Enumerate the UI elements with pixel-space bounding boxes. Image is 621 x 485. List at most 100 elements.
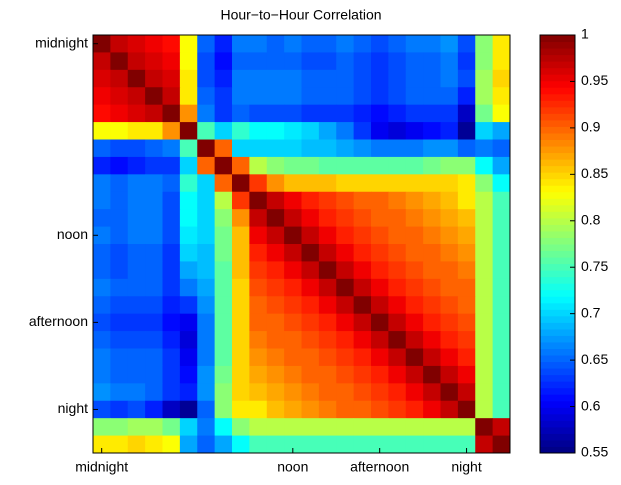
heatmap-cell: [423, 418, 441, 436]
colorbar-tick-label: 0.85: [581, 165, 608, 181]
heatmap-cell: [405, 244, 424, 262]
heatmap-cell: [440, 296, 459, 315]
heatmap-cell: [353, 400, 372, 419]
heatmap-cell: [162, 209, 181, 227]
heatmap-cell: [457, 365, 476, 384]
heatmap-cell: [440, 191, 459, 210]
heatmap-cell: [214, 400, 233, 419]
heatmap-cell: [423, 261, 441, 280]
heatmap-cell: [232, 104, 250, 123]
heatmap-cell: [214, 52, 233, 71]
heatmap-cell: [214, 209, 233, 227]
heatmap-cell: [110, 400, 129, 419]
colorbar-band: [540, 276, 575, 284]
heatmap-cell: [388, 313, 407, 332]
heatmap-cell: [318, 226, 337, 245]
heatmap-cell: [284, 331, 302, 349]
heatmap-cell: [475, 122, 494, 140]
heatmap-cell: [162, 418, 181, 436]
heatmap-cell: [301, 400, 320, 419]
heatmap-cell: [249, 383, 268, 402]
heatmap-cell: [162, 191, 181, 210]
heatmap-cell: [249, 104, 268, 123]
heatmap-cell: [405, 209, 424, 227]
colorbar-band: [540, 283, 575, 291]
heatmap-cell: [110, 52, 129, 71]
heatmap-cell: [492, 174, 511, 193]
heatmap-cell: [423, 139, 441, 158]
heatmap-cell: [162, 156, 181, 175]
heatmap-cell: [93, 209, 111, 227]
colorbar-band: [540, 302, 575, 310]
heatmap-cell: [318, 191, 337, 210]
colorbar-band: [540, 67, 575, 75]
heatmap-cell: [457, 278, 476, 297]
heatmap-cell: [457, 209, 476, 227]
heatmap-cell: [440, 156, 459, 175]
heatmap-cell: [440, 365, 459, 384]
heatmap-cell: [405, 348, 424, 367]
colorbar-band: [540, 315, 575, 323]
heatmap-cell: [336, 87, 355, 106]
heatmap-cell: [301, 261, 320, 280]
heatmap-cell: [318, 174, 337, 193]
heatmap-cell: [214, 226, 233, 245]
heatmap-cell: [405, 418, 424, 436]
heatmap-cell: [423, 69, 441, 88]
heatmap-cell: [371, 261, 389, 280]
heatmap-cell: [318, 209, 337, 227]
heatmap-cell: [197, 69, 216, 88]
heatmap-cell: [336, 400, 355, 419]
colorbar-band: [540, 74, 575, 82]
heatmap-cell: [145, 435, 163, 454]
heatmap-cell: [93, 383, 111, 402]
heatmap-cell: [405, 35, 424, 53]
heatmap-cell: [492, 87, 511, 106]
heatmap-cell: [457, 400, 476, 419]
colorbar-band: [540, 100, 575, 108]
heatmap-cell: [162, 400, 181, 419]
heatmap-cell: [371, 174, 389, 193]
heatmap-cell: [301, 87, 320, 106]
heatmap-cell: [457, 174, 476, 193]
heatmap-cell: [127, 383, 146, 402]
heatmap-cell: [388, 69, 407, 88]
heatmap-cell: [162, 35, 181, 53]
heatmap-cell: [266, 383, 285, 402]
heatmap-cell: [110, 278, 129, 297]
colorbar-band: [540, 230, 575, 238]
heatmap-cell: [301, 104, 320, 123]
heatmap-cell: [301, 365, 320, 384]
heatmap-cell: [110, 122, 129, 140]
heatmap-cell: [301, 174, 320, 193]
heatmap-cell: [179, 87, 198, 106]
heatmap-cell: [371, 400, 389, 419]
heatmap-cell: [127, 52, 146, 71]
heatmap-cell: [353, 122, 372, 140]
heatmap-cell: [249, 87, 268, 106]
heatmap-cell: [301, 278, 320, 297]
heatmap-cell: [440, 244, 459, 262]
colorbar-band: [540, 322, 575, 330]
heatmap-cell: [475, 244, 494, 262]
heatmap-cell: [371, 278, 389, 297]
heatmap-cell: [179, 104, 198, 123]
heatmap-cell: [423, 122, 441, 140]
heatmap-cell: [232, 278, 250, 297]
y-tick-label: noon: [57, 226, 88, 242]
heatmap-cell: [405, 296, 424, 315]
heatmap-cell: [423, 278, 441, 297]
heatmap-cell: [266, 348, 285, 367]
colorbar-band: [540, 433, 575, 441]
heatmap-cell: [127, 261, 146, 280]
heatmap-cell: [371, 418, 389, 436]
heatmap-cell: [457, 418, 476, 436]
heatmap-cell: [197, 104, 216, 123]
heatmap-cell: [336, 52, 355, 71]
heatmap-cell: [197, 226, 216, 245]
heatmap-cell: [371, 35, 389, 53]
heatmap-cell: [110, 226, 129, 245]
heatmap-cell: [93, 348, 111, 367]
heatmap-cell: [162, 278, 181, 297]
heatmap-cell: [405, 278, 424, 297]
